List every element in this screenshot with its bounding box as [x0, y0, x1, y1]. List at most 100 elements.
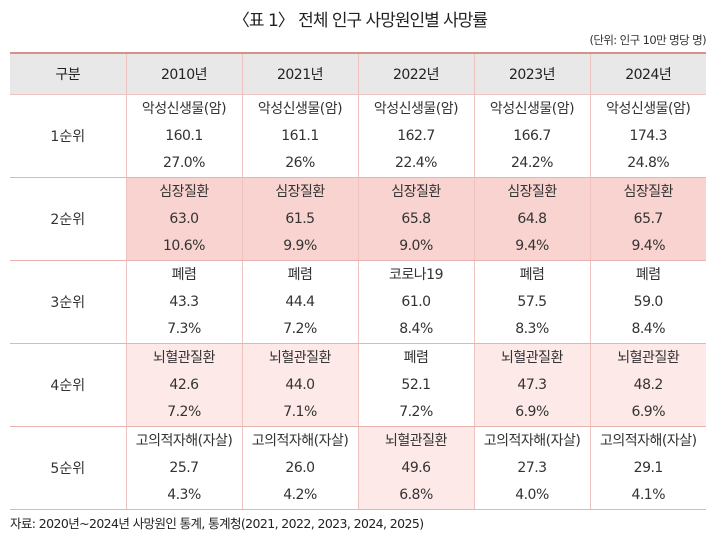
rank-label: 1순위 — [10, 94, 126, 178]
death-rate-table: 구분 2010년 2021년 2022년 2023년 2024년 1순위 악성신생물(암) 1… — [10, 52, 706, 510]
data-cell: 폐렴 59.0 8.4% — [589, 260, 706, 344]
cell-rate: 48.2 — [633, 376, 664, 393]
cell-cause: 폐렴 — [635, 266, 661, 283]
table-row: 5순위 고의적자해(자살) 25.7 4.3% 고의적자해(자살) 26.0 4.2% 뇌혈관… — [10, 426, 706, 510]
cell-rate: 52.1 — [401, 376, 431, 393]
cell-share: 27.0% — [163, 154, 205, 171]
cell-share: 4.3% — [167, 486, 201, 503]
cell-share: 8.4% — [399, 320, 433, 337]
data-cell: 뇌혈관질환 49.6 6.8% — [357, 426, 474, 510]
cell-cause: 악성신생물(암) — [373, 100, 459, 117]
cell-cause: 악성신생물(암) — [141, 100, 227, 117]
cell-share: 9.9% — [283, 237, 317, 254]
cell-rate: 160.1 — [165, 127, 203, 144]
unit-note: (단위: 인구 10만 명당 명) — [589, 33, 706, 47]
header-year: 2023년 — [473, 53, 590, 95]
rank-label: 4순위 — [10, 343, 126, 427]
cell-share: 10.6% — [163, 237, 205, 254]
cell-share: 6.8% — [399, 486, 433, 503]
cell-rate: 43.3 — [169, 293, 199, 310]
cell-cause: 심장질환 — [275, 183, 325, 200]
cell-cause: 악성신생물(암) — [489, 100, 575, 117]
cell-rate: 29.1 — [633, 459, 664, 476]
cell-cause: 뇌혈관질환 — [501, 349, 563, 366]
cell-share: 7.1% — [283, 403, 317, 420]
cell-share: 6.9% — [631, 403, 666, 420]
data-cell: 악성신생물(암) 166.7 24.2% — [473, 94, 590, 178]
cell-rate: 26.0 — [285, 459, 315, 476]
cell-rate: 42.6 — [169, 376, 199, 393]
cell-rate: 47.3 — [517, 376, 547, 393]
source-note: 자료: 2020년~2024년 사망원인 통계, 통계청(2021, 2022,… — [10, 516, 424, 531]
cell-share: 9.0% — [399, 237, 433, 254]
cell-rate: 25.7 — [169, 459, 199, 476]
cell-cause: 고의적자해(자살) — [599, 432, 697, 449]
data-cell: 고의적자해(자살) 26.0 4.2% — [241, 426, 358, 510]
cell-cause: 심장질환 — [391, 183, 441, 200]
data-cell: 심장질환 65.8 9.0% — [357, 177, 474, 261]
cell-rate: 59.0 — [633, 293, 664, 310]
data-cell: 고의적자해(자살) 27.3 4.0% — [473, 426, 590, 510]
cell-rate: 65.7 — [633, 210, 664, 227]
cell-rate: 161.1 — [281, 127, 319, 144]
cell-share: 9.4% — [515, 237, 549, 254]
cell-share: 8.4% — [631, 320, 666, 337]
cell-share: 22.4% — [395, 154, 437, 171]
data-cell: 코로나19 61.0 8.4% — [357, 260, 474, 344]
cell-rate: 63.0 — [169, 210, 199, 227]
cell-cause: 악성신생물(암) — [257, 100, 343, 117]
table-row: 4순위 뇌혈관질환 42.6 7.2% 뇌혈관질환 44.0 7.1% 폐렴 52.1 7.2% 뇌… — [10, 343, 706, 427]
table-title: 〈표 1〉 전체 인구 사망원인별 사망률 — [232, 11, 488, 31]
rank-label: 2순위 — [10, 177, 126, 261]
cell-rate: 174.3 — [629, 127, 668, 144]
table-row: 2순위 심장질환 63.0 10.6% 심장질환 61.5 9.9% 심장질환 65.8 9.0%… — [10, 177, 706, 261]
data-cell: 폐렴 57.5 8.3% — [473, 260, 590, 344]
data-cell: 심장질환 65.7 9.4% — [589, 177, 706, 261]
cell-rate: 61.5 — [285, 210, 315, 227]
data-cell: 폐렴 52.1 7.2% — [357, 343, 474, 427]
cell-cause: 고의적자해(자살) — [251, 432, 349, 449]
header-year: 2024년 — [589, 53, 706, 95]
cell-cause: 폐렴 — [287, 266, 313, 283]
cell-share: 4.0% — [515, 486, 549, 503]
cell-share: 7.3% — [167, 320, 201, 337]
cell-cause: 폐렴 — [403, 349, 429, 366]
data-cell: 뇌혈관질환 48.2 6.9% — [589, 343, 706, 427]
cell-rate: 44.4 — [285, 293, 315, 310]
data-cell: 심장질환 61.5 9.9% — [241, 177, 358, 261]
cell-share: 4.1% — [631, 486, 666, 503]
cell-cause: 뇌혈관질환 — [153, 349, 215, 366]
data-cell: 심장질환 63.0 10.6% — [125, 177, 242, 261]
cell-cause: 뇌혈관질환 — [385, 432, 447, 449]
data-cell: 뇌혈관질환 42.6 7.2% — [125, 343, 242, 427]
cell-rate: 166.7 — [513, 127, 551, 144]
header-year: 2010년 — [125, 53, 242, 95]
cell-cause: 고의적자해(자살) — [483, 432, 581, 449]
data-cell: 악성신생물(암) 160.1 27.0% — [125, 94, 242, 178]
data-cell: 폐렴 43.3 7.3% — [125, 260, 242, 344]
cell-cause: 고의적자해(자살) — [135, 432, 233, 449]
cell-share: 8.3% — [515, 320, 549, 337]
table-row: 3순위 폐렴 43.3 7.3% 폐렴 44.4 7.2% 코로나19 61.0 8.4% 폐렴 57… — [10, 260, 706, 344]
cell-cause: 심장질환 — [623, 183, 674, 200]
cell-cause: 심장질환 — [507, 183, 557, 200]
cell-share: 4.2% — [283, 486, 317, 503]
cell-cause: 폐렴 — [171, 266, 197, 283]
cell-share: 9.4% — [631, 237, 666, 254]
cell-cause: 악성신생물(암) — [606, 100, 691, 117]
cell-rate: 162.7 — [397, 127, 435, 144]
data-cell: 악성신생물(암) 174.3 24.8% — [589, 94, 706, 178]
cell-cause: 뇌혈관질환 — [269, 349, 331, 366]
cell-cause: 뇌혈관질환 — [617, 349, 680, 366]
cell-share: 7.2% — [283, 320, 317, 337]
rank-label: 3순위 — [10, 260, 126, 344]
data-cell: 고의적자해(자살) 25.7 4.3% — [125, 426, 242, 510]
cell-share: 26% — [285, 154, 315, 171]
cell-share: 6.9% — [515, 403, 549, 420]
data-cell: 고의적자해(자살) 29.1 4.1% — [589, 426, 706, 510]
cell-share: 24.8% — [627, 154, 670, 171]
cell-rate: 44.0 — [285, 376, 315, 393]
cell-share: 7.2% — [167, 403, 201, 420]
table-row: 1순위 악성신생물(암) 160.1 27.0% 악성신생물(암) 161.1 26% 악성신… — [10, 94, 706, 178]
